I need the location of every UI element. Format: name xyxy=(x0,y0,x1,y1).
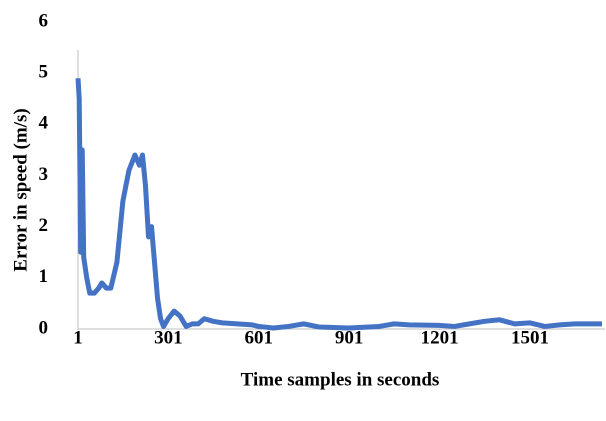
x-tick-label: 1 xyxy=(73,327,83,348)
x-axis-title: Time samples in seconds xyxy=(241,369,440,390)
y-axis-title: Error in speed (m/s) xyxy=(10,108,31,271)
y-tick-label: 6 xyxy=(39,10,49,31)
y-tick-label: 0 xyxy=(39,317,49,338)
x-tick-label: 601 xyxy=(245,327,274,348)
y-tick-label: 5 xyxy=(39,62,49,83)
x-tick-label: 1201 xyxy=(421,327,459,348)
y-tick-label: 4 xyxy=(39,113,49,134)
y-tick-label: 1 xyxy=(39,266,49,287)
y-tick-label: 2 xyxy=(39,215,49,236)
x-tick-label: 1501 xyxy=(511,327,549,348)
x-tick-label: 301 xyxy=(154,327,183,348)
x-tick-label: 901 xyxy=(335,327,364,348)
data-line xyxy=(75,78,602,331)
y-tick-label: 3 xyxy=(39,164,49,185)
